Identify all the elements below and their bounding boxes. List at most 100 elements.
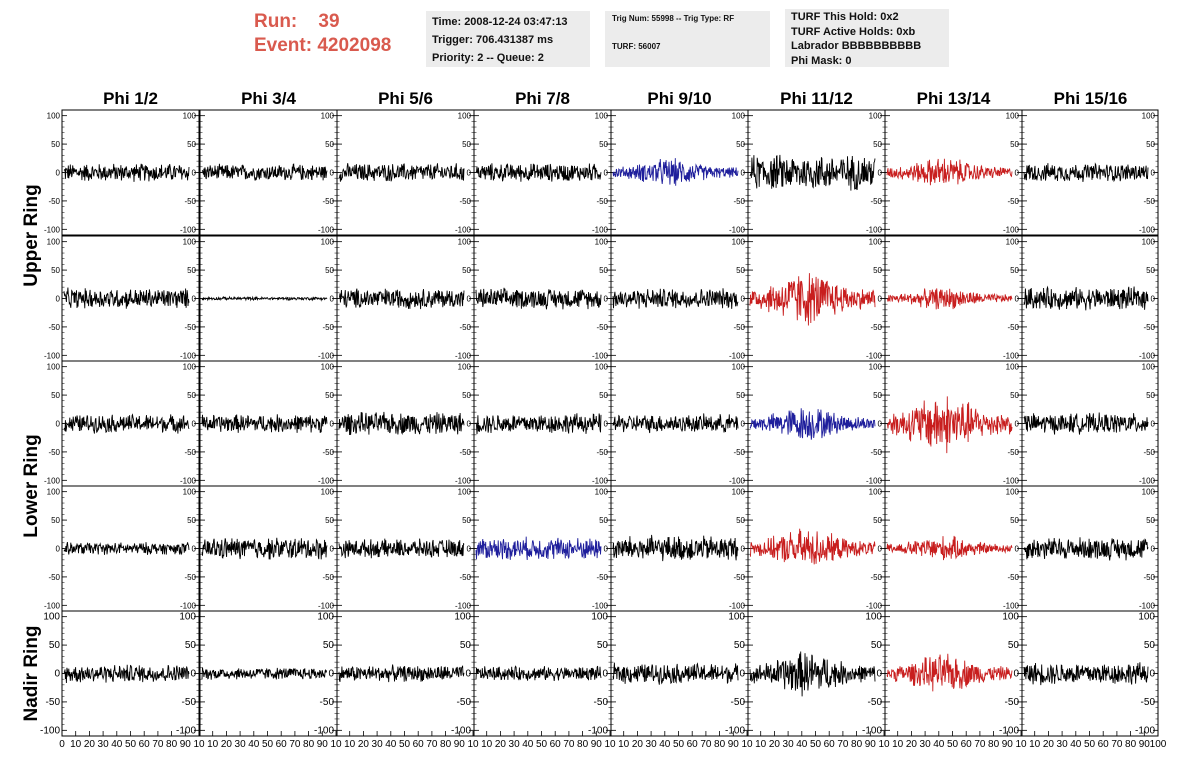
y-tick-label: -50: [733, 448, 745, 457]
y-tick-label: 100: [43, 612, 60, 623]
y-tick-label: 100: [1138, 612, 1155, 623]
labrador-text: Labrador BBBBBBBBBB: [791, 40, 922, 52]
y-tick-label: 0: [741, 169, 746, 178]
y-tick-label: 100: [183, 238, 197, 247]
y-tick-label: 50: [325, 266, 334, 275]
waveform-trace: [63, 287, 190, 309]
x-tick-label: 70: [152, 739, 164, 750]
plot-panel: [336, 109, 475, 236]
trig-num-text: Trig Num: 55998 -- Trig Type: RF: [612, 14, 735, 23]
trigger-text: Trigger: 706.431387 ms: [432, 34, 554, 46]
y-tick-label: -50: [48, 197, 60, 206]
y-tick-label: 0: [330, 545, 335, 554]
x-tick-label: 20: [84, 739, 96, 750]
x-tick-label: 10: [878, 739, 890, 750]
y-tick-label: 0: [878, 295, 883, 304]
waveform-trace: [201, 414, 328, 433]
event-value: 4202098: [317, 35, 392, 56]
x-tick-label: 90: [317, 739, 329, 750]
x-tick-label: 60: [1098, 739, 1110, 750]
turf-hold-text: TURF This Hold: 0x2: [791, 11, 899, 23]
y-tick-label: -100: [1003, 351, 1020, 360]
y-tick-label: -100: [592, 351, 609, 360]
y-tick-label: 0: [741, 420, 746, 429]
y-tick-label: -100: [44, 601, 61, 610]
y-tick-label: -50: [1143, 448, 1155, 457]
x-tick-label: 50: [673, 739, 685, 750]
y-tick-label: -50: [459, 197, 471, 206]
y-tick-label: 0: [878, 420, 883, 429]
y-tick-label: 0: [604, 420, 609, 429]
y-tick-label: 100: [595, 488, 609, 497]
y-tick-label: 0: [328, 669, 334, 680]
x-tick-label: 60: [961, 739, 973, 750]
y-tick-label: 50: [1010, 266, 1019, 275]
waveform-trace: [201, 537, 328, 560]
x-tick-label: 90: [454, 739, 466, 750]
y-tick-label: 50: [873, 140, 882, 149]
x-tick-label: 0: [59, 739, 65, 750]
y-tick-label: 100: [1006, 112, 1020, 121]
x-tick-label: 70: [700, 739, 712, 750]
x-tick-label: 10: [344, 739, 356, 750]
x-tick-label: 10: [193, 739, 205, 750]
y-tick-label: -50: [322, 323, 334, 332]
x-tick-label: 50: [536, 739, 548, 750]
y-tick-label: 0: [192, 545, 197, 554]
y-tick-label: 100: [321, 238, 335, 247]
y-tick-label: -100: [318, 351, 335, 360]
y-tick-label: 50: [1010, 391, 1019, 400]
phi-mask-text: Phi Mask: 0: [791, 54, 852, 67]
x-tick-label: 80: [166, 739, 178, 750]
y-tick-label: -100: [725, 725, 745, 736]
y-tick-label: 0: [876, 669, 882, 680]
x-tick-label: 100: [1150, 739, 1167, 750]
y-tick-label: 0: [1151, 295, 1156, 304]
y-tick-label: 50: [871, 640, 883, 651]
y-tick-label: 50: [597, 640, 609, 651]
y-tick-label: 0: [192, 295, 197, 304]
x-tick-label: 90: [865, 739, 877, 750]
y-tick-label: 0: [192, 420, 197, 429]
y-tick-label: 0: [604, 295, 609, 304]
waveform-trace: [475, 665, 602, 682]
y-tick-label: 0: [56, 420, 61, 429]
y-tick-label: 50: [599, 140, 608, 149]
y-tick-label: 50: [873, 516, 882, 525]
waveform-trace: [749, 273, 876, 326]
y-tick-label: -50: [1141, 697, 1156, 708]
waveform-trace: [612, 288, 739, 309]
y-tick-label: 100: [183, 488, 197, 497]
y-tick-label: -50: [731, 697, 746, 708]
y-tick-label: -50: [184, 573, 196, 582]
waveform-trace: [63, 542, 190, 556]
y-tick-label: -100: [455, 351, 472, 360]
y-tick-label: 100: [317, 612, 334, 623]
y-tick-label: -50: [733, 323, 745, 332]
y-tick-label: 50: [1146, 516, 1155, 525]
x-tick-label: 80: [851, 739, 863, 750]
waveform-trace: [201, 295, 328, 302]
x-tick-label: 80: [988, 739, 1000, 750]
y-tick-label: 100: [1002, 612, 1019, 623]
y-tick-label: -100: [40, 725, 60, 736]
x-tick-label: 20: [906, 739, 918, 750]
waveform-trace: [475, 536, 602, 561]
x-tick-label: 30: [98, 739, 110, 750]
y-tick-label: 0: [741, 295, 746, 304]
y-tick-label: 50: [873, 266, 882, 275]
y-tick-label: -50: [1007, 323, 1019, 332]
x-tick-label: 10: [604, 739, 616, 750]
y-tick-label: 50: [462, 516, 471, 525]
y-tick-label: 50: [51, 516, 60, 525]
y-tick-label: 50: [1010, 140, 1019, 149]
y-tick-label: -100: [729, 225, 746, 234]
run-value: 39: [318, 11, 340, 32]
run-label: Run:: [254, 11, 298, 32]
y-tick-label: -100: [455, 601, 472, 610]
turf-info-box: TURF This Hold: 0x2 TURF Active Holds: 0…: [785, 9, 949, 67]
y-tick-label: -50: [870, 448, 882, 457]
waveform-trace: [63, 163, 190, 182]
x-tick-label: 50: [262, 739, 274, 750]
